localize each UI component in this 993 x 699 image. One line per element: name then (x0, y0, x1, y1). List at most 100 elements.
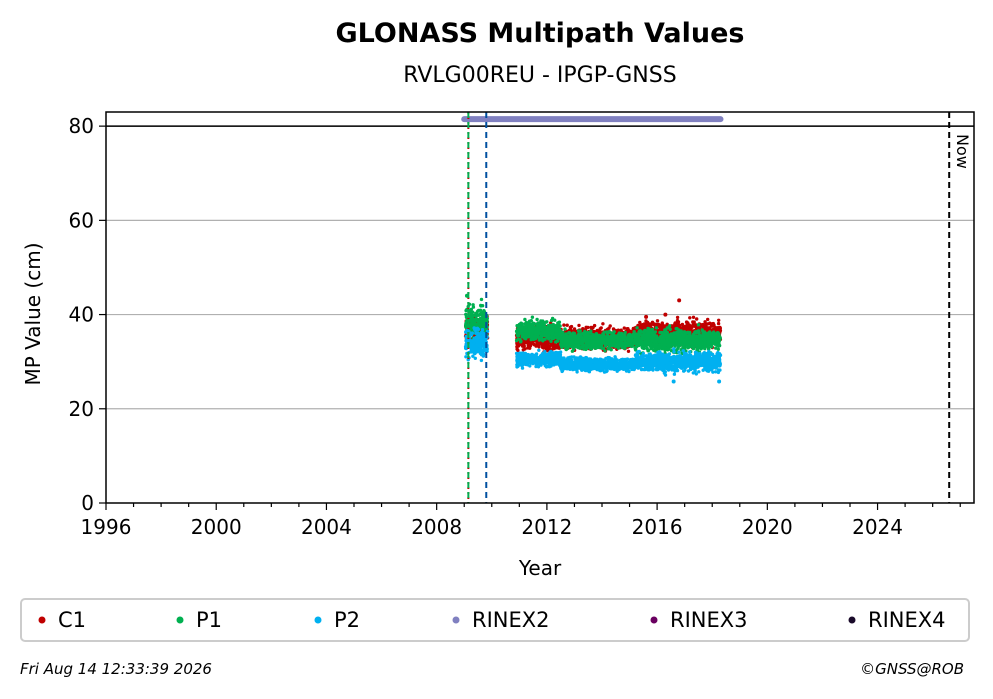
data-point (547, 351, 552, 355)
data-point (569, 340, 573, 345)
data-point (697, 339, 701, 343)
data-point (637, 332, 641, 336)
data-point (568, 327, 573, 331)
data-point (710, 339, 714, 344)
data-point (677, 341, 682, 345)
data-point (651, 331, 655, 335)
data-point (554, 345, 558, 350)
data-point (600, 337, 604, 341)
data-point (569, 337, 574, 342)
data-point (686, 321, 690, 325)
data-point (608, 330, 612, 335)
data-point (517, 352, 522, 356)
data-point (561, 337, 566, 342)
data-point (693, 324, 697, 328)
data-point (464, 334, 468, 339)
data-point (622, 341, 626, 345)
data-point (595, 328, 599, 333)
data-point (586, 337, 590, 341)
data-point (688, 316, 692, 320)
data-point (642, 333, 646, 337)
data-point (542, 330, 547, 335)
data-point (523, 347, 527, 351)
data-point (616, 333, 621, 337)
data-point (663, 312, 668, 317)
data-point (550, 316, 555, 321)
data-point (716, 321, 721, 326)
data-point (627, 333, 631, 337)
data-point (464, 355, 468, 359)
data-point (694, 331, 698, 335)
data-point (695, 334, 700, 338)
data-point (642, 337, 646, 341)
data-point (675, 332, 680, 336)
data-point (639, 325, 643, 329)
data-point (554, 332, 558, 337)
data-point (477, 347, 482, 352)
data-point (478, 312, 482, 316)
data-point (544, 333, 548, 338)
data-point (597, 331, 601, 335)
data-point (479, 352, 483, 356)
data-point (672, 338, 676, 342)
data-point (595, 340, 599, 344)
data-point (551, 328, 556, 332)
data-point (582, 347, 586, 351)
data-point (690, 336, 694, 340)
data-point (636, 339, 640, 343)
chart-title: GLONASS Multipath Values (335, 18, 744, 49)
data-point (683, 342, 688, 346)
data-point (595, 345, 599, 350)
data-point (634, 335, 638, 340)
data-point (706, 317, 710, 322)
data-point (675, 315, 680, 320)
data-point (704, 325, 708, 329)
data-point (590, 340, 595, 344)
data-point (651, 336, 656, 340)
data-point (638, 320, 642, 325)
data-point (558, 324, 562, 328)
data-point (556, 327, 561, 332)
data-point (525, 321, 529, 326)
data-point (644, 314, 649, 319)
data-point (677, 328, 681, 332)
data-point (473, 344, 477, 348)
data-point (601, 322, 605, 326)
data-point (635, 326, 639, 330)
data-point (521, 329, 525, 333)
data-point (539, 334, 544, 339)
data-point (529, 319, 533, 323)
data-point (581, 331, 585, 336)
data-point (571, 332, 575, 336)
data-point (655, 319, 660, 323)
data-point (530, 315, 535, 319)
data-point (672, 331, 676, 336)
data-point (566, 339, 570, 343)
data-point (542, 325, 547, 330)
data-point (545, 342, 549, 346)
data-point (529, 360, 533, 364)
data-point (561, 330, 565, 335)
data-point (534, 353, 538, 357)
data-point (660, 321, 664, 325)
data-point (559, 343, 564, 348)
data-point (528, 364, 532, 368)
data-point (546, 327, 550, 332)
data-point (599, 343, 604, 348)
data-point (659, 326, 664, 330)
data-point (558, 350, 563, 354)
data-point (602, 341, 606, 345)
data-point (615, 342, 620, 346)
data-point (532, 343, 537, 347)
data-point (518, 337, 522, 342)
data-point (667, 347, 671, 351)
data-point (595, 332, 599, 336)
data-point (536, 334, 540, 339)
data-point (554, 357, 558, 361)
data-point (685, 334, 689, 339)
data-point (678, 323, 682, 328)
data-point (476, 334, 480, 338)
data-point (605, 327, 610, 331)
data-point (654, 326, 659, 330)
data-point (716, 338, 720, 343)
